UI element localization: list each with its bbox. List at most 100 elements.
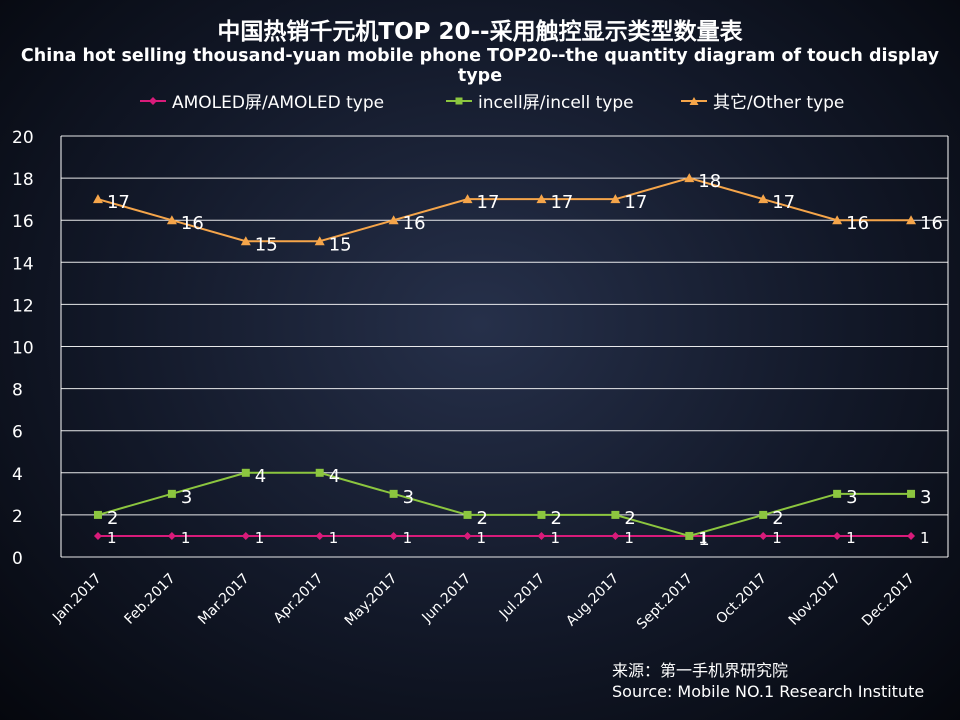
- data-label: 15: [329, 234, 352, 255]
- x-tick-label: Dec.2017: [859, 571, 918, 630]
- x-tick-label: Apr.2017: [271, 571, 327, 627]
- data-point: [611, 510, 620, 519]
- data-label: 1: [698, 529, 708, 547]
- data-label: 17: [477, 192, 500, 213]
- data-point: [388, 215, 399, 225]
- y-tick-label: 14: [12, 254, 34, 274]
- data-point: [93, 531, 102, 540]
- data-label: 3: [403, 487, 414, 508]
- series-line: [97, 471, 912, 537]
- data-label: 2: [550, 508, 561, 529]
- y-tick-label: 16: [12, 212, 34, 232]
- legend-item-incell: incell屏/incell type: [446, 88, 634, 113]
- data-label: 17: [772, 192, 795, 213]
- data-point: [537, 531, 546, 540]
- data-label: 1: [329, 529, 339, 547]
- data-point: [241, 468, 250, 477]
- data-point: [315, 531, 324, 540]
- data-label: 1: [920, 529, 930, 547]
- data-label: 3: [181, 487, 192, 508]
- source-cn: 来源：第一手机界研究院: [612, 661, 789, 680]
- data-point: [241, 531, 250, 540]
- data-point: [685, 531, 694, 540]
- data-point: [759, 510, 768, 519]
- y-tick-label: 8: [12, 381, 23, 401]
- data-point: [610, 194, 621, 204]
- data-label: 1: [846, 529, 856, 547]
- chart-title: 中国热销千元机TOP 20--采用触控显示类型数量表: [217, 19, 743, 45]
- data-point: [684, 173, 695, 183]
- data-label: 16: [403, 213, 426, 234]
- data-point: [93, 510, 102, 519]
- legend-marker-incell: [446, 97, 472, 104]
- data-point: [906, 215, 917, 225]
- legend: AMOLED屏/AMOLED type incell屏/incell type …: [0, 88, 960, 113]
- data-point: [907, 489, 916, 498]
- data-label: 3: [920, 487, 931, 508]
- y-tick-label: 2: [12, 507, 23, 527]
- y-tick-label: 0: [12, 549, 23, 569]
- x-tick-label: Nov.2017: [786, 571, 844, 629]
- data-point: [389, 531, 398, 540]
- data-point: [463, 510, 472, 519]
- legend-label-amoled: AMOLED屏/AMOLED type: [172, 93, 385, 113]
- data-label: 2: [624, 508, 635, 529]
- data-point: [832, 215, 843, 225]
- data-label: 1: [624, 529, 634, 547]
- data-label: 1: [477, 529, 487, 547]
- data-label: 17: [624, 192, 647, 213]
- data-label: 4: [255, 466, 266, 487]
- data-label: 2: [772, 508, 783, 529]
- x-tick-label: Jan.2017: [49, 571, 105, 627]
- data-label: 16: [181, 213, 204, 234]
- data-label: 1: [181, 529, 191, 547]
- source-en: Source: Mobile NO.1 Research Institute: [612, 682, 925, 701]
- data-label: 16: [846, 213, 869, 234]
- source-note: 来源：第一手机界研究院 Source: Mobile NO.1 Research…: [612, 660, 924, 702]
- y-tick-label: 20: [12, 128, 34, 148]
- x-tick-label: Jul.2017: [496, 571, 548, 623]
- data-point: [833, 489, 842, 498]
- x-tick-label: Sept.2017: [634, 571, 696, 633]
- data-point: [389, 489, 398, 498]
- data-point: [240, 236, 251, 246]
- data-label: 18: [698, 171, 721, 192]
- legend-item-amoled: AMOLED屏/AMOLED type: [140, 88, 384, 113]
- x-tick-label: Oct.2017: [713, 571, 770, 628]
- y-tick-label: 6: [12, 423, 23, 443]
- data-point: [611, 531, 620, 540]
- data-point: [907, 531, 916, 540]
- series-line: [97, 177, 912, 243]
- y-tick-label: 4: [12, 465, 23, 485]
- data-point: [167, 531, 176, 540]
- data-label: 17: [550, 192, 573, 213]
- data-point: [314, 236, 325, 246]
- data-point: [758, 194, 769, 204]
- data-point: [537, 510, 546, 519]
- data-label: 16: [920, 213, 943, 234]
- data-label: 2: [477, 508, 488, 529]
- x-tick-label: May.2017: [342, 571, 401, 630]
- data-point: [166, 215, 177, 225]
- data-point: [315, 468, 324, 477]
- x-tick-label: Jun.2017: [419, 571, 475, 627]
- data-label: 1: [107, 529, 117, 547]
- legend-marker-amoled: [140, 96, 166, 105]
- data-point: [167, 489, 176, 498]
- data-label: 1: [403, 529, 413, 547]
- y-tick-label: 12: [12, 296, 34, 316]
- data-label: 17: [107, 192, 130, 213]
- y-tick-label: 18: [12, 170, 34, 190]
- legend-marker-other: [681, 96, 707, 105]
- x-tick-label: Aug.2017: [563, 571, 622, 630]
- data-point: [92, 194, 103, 204]
- y-tick-label: 10: [12, 339, 34, 359]
- legend-label-incell: incell屏/incell type: [478, 93, 634, 113]
- legend-label-other: 其它/Other type: [713, 93, 845, 113]
- data-label: 2: [107, 508, 118, 529]
- x-tick-label: Mar.2017: [195, 571, 252, 628]
- data-label: 1: [772, 529, 782, 547]
- data-point: [463, 531, 472, 540]
- data-label: 1: [550, 529, 560, 547]
